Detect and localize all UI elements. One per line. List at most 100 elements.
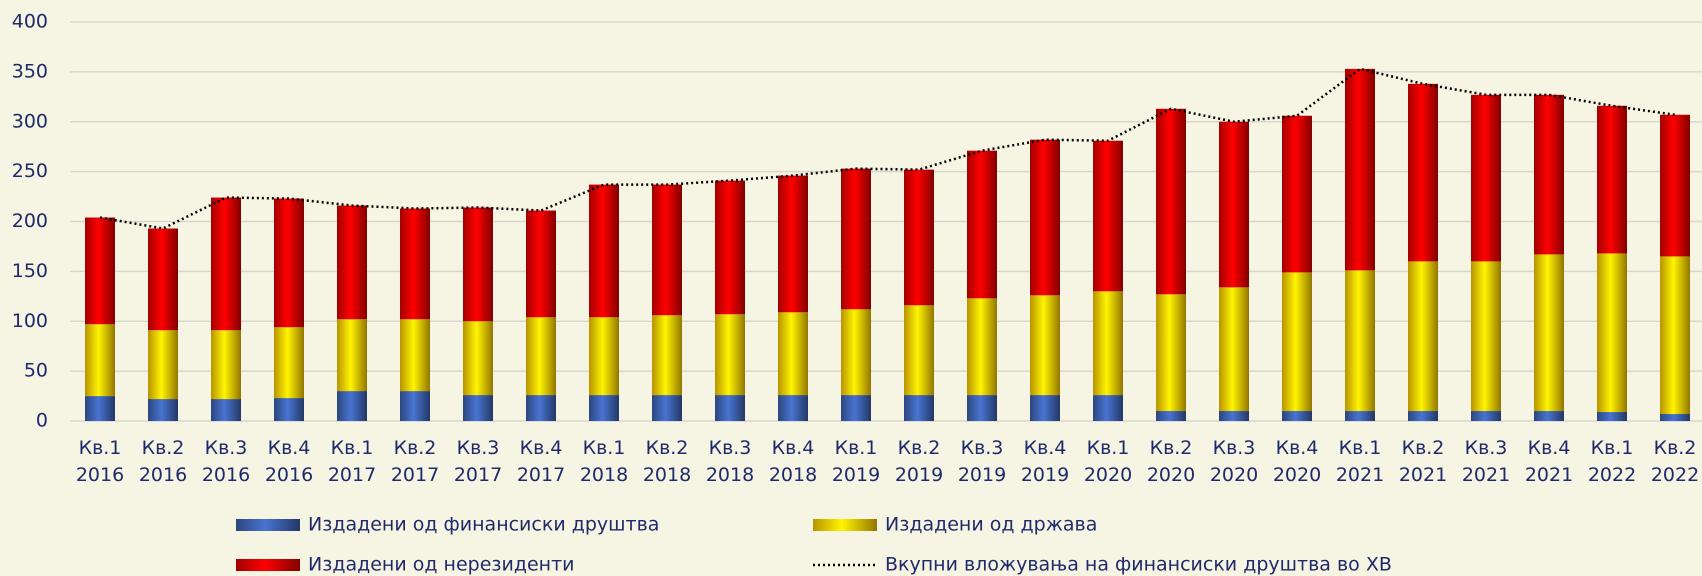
bar xyxy=(967,298,997,396)
bar xyxy=(967,150,997,299)
bar xyxy=(1030,295,1060,396)
bar xyxy=(1534,94,1564,255)
y-tick-label: 300 xyxy=(12,110,48,132)
bar xyxy=(1408,411,1438,421)
y-tick-label: 400 xyxy=(12,11,48,33)
x-tick-label: Кв.2 2019 xyxy=(895,437,943,486)
bar xyxy=(715,395,745,421)
bar xyxy=(1597,105,1627,254)
legend-label: Издадени од финансиски друштва xyxy=(308,514,659,536)
bar xyxy=(1030,395,1060,421)
bar xyxy=(904,395,934,421)
bar xyxy=(400,208,430,320)
bar xyxy=(1156,108,1186,295)
bar xyxy=(1408,83,1438,262)
bar xyxy=(1156,294,1186,412)
legend-label: Издадени од држава xyxy=(885,514,1097,536)
bar xyxy=(337,391,367,421)
bar xyxy=(148,399,178,421)
bar xyxy=(526,317,556,396)
bar xyxy=(778,175,808,313)
bar xyxy=(841,168,871,310)
bar xyxy=(337,205,367,320)
bar xyxy=(652,315,682,396)
x-tick-label: Кв.1 2021 xyxy=(1336,437,1384,486)
x-tick-label: Кв.3 2019 xyxy=(958,437,1006,486)
x-tick-label: Кв.4 2020 xyxy=(1273,437,1321,486)
bar xyxy=(274,398,304,421)
bar xyxy=(400,319,430,392)
bar xyxy=(274,198,304,328)
x-tick-label: Кв.4 2016 xyxy=(265,437,313,486)
bar xyxy=(1534,411,1564,421)
y-tick-label: 100 xyxy=(12,310,48,332)
bar xyxy=(1282,272,1312,412)
bar xyxy=(1408,261,1438,412)
legend-swatch xyxy=(236,519,300,531)
bar xyxy=(715,180,745,315)
x-tick-label: Кв.3 2020 xyxy=(1210,437,1258,486)
bar xyxy=(652,395,682,421)
bar xyxy=(1345,270,1375,412)
legend-label: Издадени од нерезиденти xyxy=(308,554,575,576)
bar xyxy=(274,327,304,399)
bar xyxy=(841,309,871,396)
x-tick-label: Кв.3 2021 xyxy=(1462,437,1510,486)
y-tick-label: 250 xyxy=(12,160,48,182)
bar xyxy=(463,207,493,322)
bar xyxy=(904,169,934,306)
x-tick-label: Кв.3 2017 xyxy=(454,437,502,486)
x-tick-label: Кв.2 2018 xyxy=(643,437,691,486)
x-tick-label: Кв.4 2017 xyxy=(517,437,565,486)
bar xyxy=(1471,411,1501,421)
bar xyxy=(1282,115,1312,273)
bar xyxy=(589,317,619,396)
bar xyxy=(652,184,682,316)
bar xyxy=(211,399,241,421)
x-tick-label: Кв.1 2018 xyxy=(580,437,628,486)
bar xyxy=(589,184,619,318)
bar xyxy=(1597,412,1627,421)
bar xyxy=(1345,68,1375,271)
bar xyxy=(1030,139,1060,296)
bar xyxy=(400,391,430,421)
x-tick-label: Кв.1 2016 xyxy=(76,437,124,486)
bar xyxy=(85,324,115,397)
x-tick-label: Кв.3 2016 xyxy=(202,437,250,486)
bar xyxy=(148,330,178,400)
bar xyxy=(589,395,619,421)
bar xyxy=(463,395,493,421)
bar xyxy=(1345,411,1375,421)
y-tick-label: 0 xyxy=(36,410,48,432)
bar xyxy=(1660,414,1690,421)
legend-swatch xyxy=(236,559,300,571)
bar xyxy=(85,396,115,421)
x-tick-label: Кв.3 2018 xyxy=(706,437,754,486)
bar xyxy=(463,321,493,396)
bar xyxy=(337,319,367,392)
bar xyxy=(1534,254,1564,412)
bar xyxy=(211,197,241,331)
x-tick-label: Кв.2 2022 xyxy=(1651,437,1699,486)
x-tick-label: Кв.2 2020 xyxy=(1147,437,1195,486)
bar xyxy=(1219,287,1249,412)
x-tick-label: Кв.4 2019 xyxy=(1021,437,1069,486)
bar xyxy=(778,312,808,396)
bar xyxy=(1093,140,1123,292)
x-tick-label: Кв.1 2017 xyxy=(328,437,376,486)
bar xyxy=(85,217,115,325)
x-tick-label: Кв.2 2017 xyxy=(391,437,439,486)
bar xyxy=(1093,395,1123,421)
bar xyxy=(1660,114,1690,257)
bar xyxy=(1219,121,1249,288)
x-tick-label: Кв.2 2016 xyxy=(139,437,187,486)
bar xyxy=(1093,291,1123,396)
bar xyxy=(715,314,745,396)
bar xyxy=(1597,253,1627,413)
legend-label: Вкупни вложувања на финансиски друштва в… xyxy=(885,554,1392,576)
bar xyxy=(1660,256,1690,415)
bar xyxy=(904,305,934,396)
bar xyxy=(211,330,241,400)
bar xyxy=(526,395,556,421)
